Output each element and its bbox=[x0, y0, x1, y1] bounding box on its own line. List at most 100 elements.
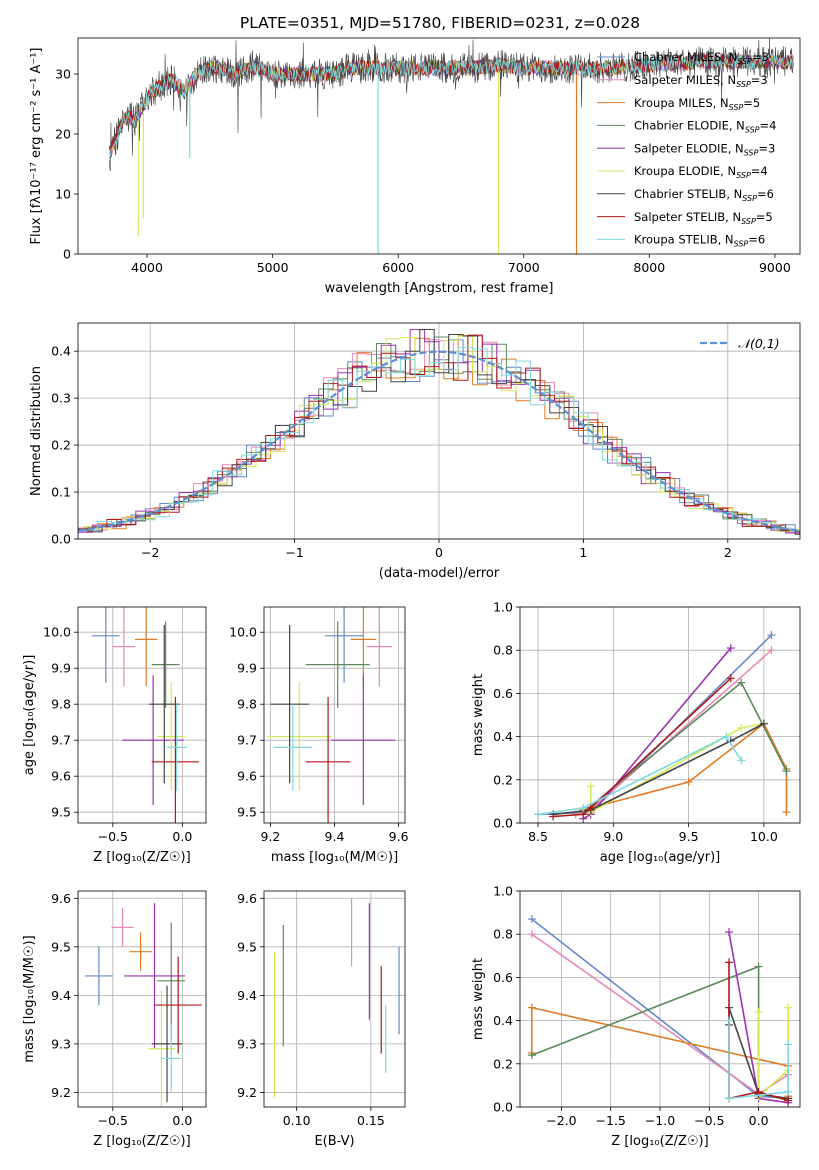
mass-vs-ebv-xlabel: E(B-V) bbox=[314, 1134, 354, 1149]
mass-vs-Z-ylabel: mass [log₁₀(M/M☉)] bbox=[22, 935, 37, 1062]
massweight-vs-age-ytick-label: 0.4 bbox=[493, 729, 513, 744]
spectrum-ytick-label: 0 bbox=[63, 247, 71, 262]
legend-entry: Kroupa STELIB, NSSP=6 bbox=[634, 233, 765, 249]
massweight-vs-age-series-salpeter-stelib bbox=[549, 674, 735, 821]
series-line bbox=[553, 722, 765, 816]
residuals-ytick-label: 0.3 bbox=[51, 391, 71, 406]
massweight-vs-age-series-kroupa-stelib bbox=[534, 732, 746, 819]
massweight-vs-Z-panel: −2.0 −1.5 −1.0 −0.5 0.0 0.0 0.2 0.4 0.6 0.8 1.0 Z [… bbox=[471, 884, 801, 1149]
massweight-vs-age-frame bbox=[519, 606, 801, 824]
spectrum-plot-area bbox=[109, 38, 794, 254]
massweight-vs-Z-xtick-label: −2.0 bbox=[546, 1113, 576, 1128]
residuals-panel: −2 −1 0 1 2 0.0 0.1 0.2 0.3 0.4 (data-model)/error… bbox=[29, 322, 801, 581]
mass-vs-ebv-panel: 0.10 0.15 9.2 9.3 9.4 9.5 9.6 E(B-V) bbox=[237, 890, 406, 1149]
series-line bbox=[589, 722, 765, 814]
massweight-vs-Z-xtick-label: −0.5 bbox=[694, 1113, 724, 1128]
massweight-vs-age-ytick-label: 0.2 bbox=[493, 772, 513, 787]
spectrum-xlabel: wavelength [Angstrom, rest frame] bbox=[325, 281, 554, 296]
age-vs-Z-point bbox=[167, 704, 187, 791]
residuals-xtick-label: −2 bbox=[141, 545, 159, 560]
normal-reference-curve bbox=[78, 350, 800, 532]
legend-entry: Salpeter STELIB, NSSP=5 bbox=[634, 210, 773, 226]
mass-vs-ebv-plot-area bbox=[273, 898, 400, 1098]
age-vs-mass-point bbox=[324, 607, 364, 683]
figure-title: PLATE=0351, MJD=51780, FIBERID=0231, z=0… bbox=[240, 14, 640, 32]
mass-vs-Z-frame bbox=[77, 890, 207, 1108]
massweight-vs-Z-series-kroupa-elodie bbox=[754, 1003, 793, 1101]
mass-vs-ebv-xtick-label: 0.15 bbox=[357, 1113, 385, 1128]
age-vs-mass-point bbox=[267, 682, 332, 791]
age-vs-mass-point bbox=[305, 621, 370, 708]
age-vs-mass-point bbox=[350, 607, 377, 687]
massweight-vs-Z-series-kroupa-stelib bbox=[725, 1016, 793, 1103]
age-vs-Z-frame bbox=[77, 606, 207, 824]
massweight-vs-Z-xtick-label: −1.0 bbox=[645, 1113, 675, 1128]
residual-histogram-salpeter-elodie bbox=[78, 329, 800, 535]
age-vs-mass-xtick-label: 9.4 bbox=[325, 829, 345, 844]
age-vs-mass-plot-area bbox=[267, 607, 396, 823]
age-vs-mass-ytick-label: 9.8 bbox=[237, 697, 257, 712]
massweight-vs-age-plot-area bbox=[534, 631, 791, 823]
legend-entry: Salpeter MILES, NSSP=3 bbox=[634, 73, 768, 89]
massweight-vs-Z-plot-area bbox=[527, 915, 793, 1107]
age-vs-mass-ytick-label: 9.7 bbox=[237, 733, 257, 748]
mass-vs-Z-panel: −0.5 0.0 9.2 9.3 9.4 9.5 9.6 Z [log₁₀(Z/Z☉)] mas… bbox=[22, 890, 207, 1149]
mass-vs-ebv-ytick-label: 9.5 bbox=[237, 939, 257, 954]
massweight-vs-Z-ytick-label: 0.0 bbox=[493, 1100, 513, 1115]
age-vs-Z-ylabel: age [log₁₀(age/yr)] bbox=[22, 655, 37, 776]
residual-histogram-chabrier-miles bbox=[78, 339, 800, 533]
spectrum-ylabel: Flux [fλ10⁻¹⁷ erg cm⁻² s⁻¹ A⁻¹] bbox=[29, 48, 44, 245]
age-vs-mass-ytick-label: 9.5 bbox=[237, 805, 257, 820]
age-vs-Z-xtick-label: −0.5 bbox=[98, 829, 128, 844]
mass-vs-Z-point bbox=[154, 956, 202, 1054]
massweight-vs-Z-series-chabrier-elodie bbox=[527, 962, 763, 1101]
legend-entry: Salpeter ELODIE, NSSP=3 bbox=[634, 141, 775, 157]
series-line bbox=[537, 735, 742, 816]
age-vs-Z-xtick-label: 0.0 bbox=[172, 829, 192, 844]
massweight-vs-age-ylabel: mass weight bbox=[471, 674, 486, 756]
spectrum-ytick-label: 20 bbox=[55, 127, 71, 142]
residuals-xtick-label: 0 bbox=[435, 545, 443, 560]
age-vs-Z-ytick-label: 9.5 bbox=[51, 805, 71, 820]
spectrum-xtick-label: 4000 bbox=[131, 260, 163, 275]
mass-vs-ebv-grid bbox=[264, 891, 405, 1107]
spectrum-xtick-label: 8000 bbox=[633, 260, 665, 275]
mass-vs-Z-xlabel: Z [log₁₀(Z/Z☉)] bbox=[93, 1134, 190, 1149]
age-vs-mass-point bbox=[273, 704, 313, 791]
residuals-xtick-label: 1 bbox=[579, 545, 587, 560]
massweight-vs-age-panel: 8.5 9.0 9.5 10.0 0.0 0.2 0.4 0.6 0.8 1.0 age [log₁… bbox=[471, 600, 801, 865]
residual-histogram-salpeter-stelib bbox=[78, 334, 800, 535]
massweight-vs-age-series-chabrier-elodie bbox=[579, 678, 791, 817]
mass-vs-ebv-ytick-label: 9.6 bbox=[237, 891, 257, 906]
age-vs-Z-ytick-label: 9.7 bbox=[51, 733, 71, 748]
mass-vs-Z-ytick-label: 9.5 bbox=[51, 939, 71, 954]
age-vs-mass-panel: 9.2 9.4 9.6 9.5 9.6 9.7 9.8 9.9 10.0 mass [log₁₀(… bbox=[229, 606, 409, 865]
age-vs-Z-ytick-label: 10.0 bbox=[43, 625, 71, 640]
massweight-vs-Z-ytick-label: 1.0 bbox=[493, 884, 513, 899]
age-vs-Z-grid bbox=[78, 607, 206, 823]
legend-entry: Chabrier STELIB, NSSP=6 bbox=[634, 187, 774, 203]
massweight-vs-age-xtick-label: 10.0 bbox=[750, 829, 778, 844]
age-vs-mass-frame bbox=[263, 606, 406, 824]
age-vs-Z-point bbox=[151, 621, 180, 708]
residuals-xtick-label: 2 bbox=[724, 545, 732, 560]
residuals-ytick-label: 0.4 bbox=[51, 344, 71, 359]
legend-entry: Chabrier MILES, NSSP=3 bbox=[634, 50, 769, 66]
mass-vs-ebv-ytick-label: 9.2 bbox=[237, 1085, 257, 1100]
residuals-ytick-label: 0.0 bbox=[51, 532, 71, 547]
series-line bbox=[757, 1007, 790, 1098]
age-vs-mass-ytick-label: 10.0 bbox=[229, 625, 257, 640]
residuals-legend: 𝒩(0,1) bbox=[700, 336, 780, 351]
series-line bbox=[553, 677, 732, 818]
mass-vs-ebv-ytick-label: 9.3 bbox=[237, 1036, 257, 1051]
residuals-xlabel: (data-model)/error bbox=[379, 566, 500, 581]
massweight-vs-Z-ylabel: mass weight bbox=[471, 958, 486, 1040]
age-vs-Z-ytick-label: 9.6 bbox=[51, 769, 71, 784]
spectrum-legend: Chabrier MILES, NSSP=3 Salpeter MILES, NS… bbox=[597, 50, 776, 249]
massweight-vs-age-ytick-label: 0.6 bbox=[493, 686, 513, 701]
spectrum-ytick-label: 30 bbox=[55, 67, 71, 82]
massweight-vs-Z-ytick-label: 0.8 bbox=[493, 927, 513, 942]
spectrum-xtick-label: 9000 bbox=[759, 260, 791, 275]
age-vs-mass-ytick-label: 9.6 bbox=[237, 769, 257, 784]
